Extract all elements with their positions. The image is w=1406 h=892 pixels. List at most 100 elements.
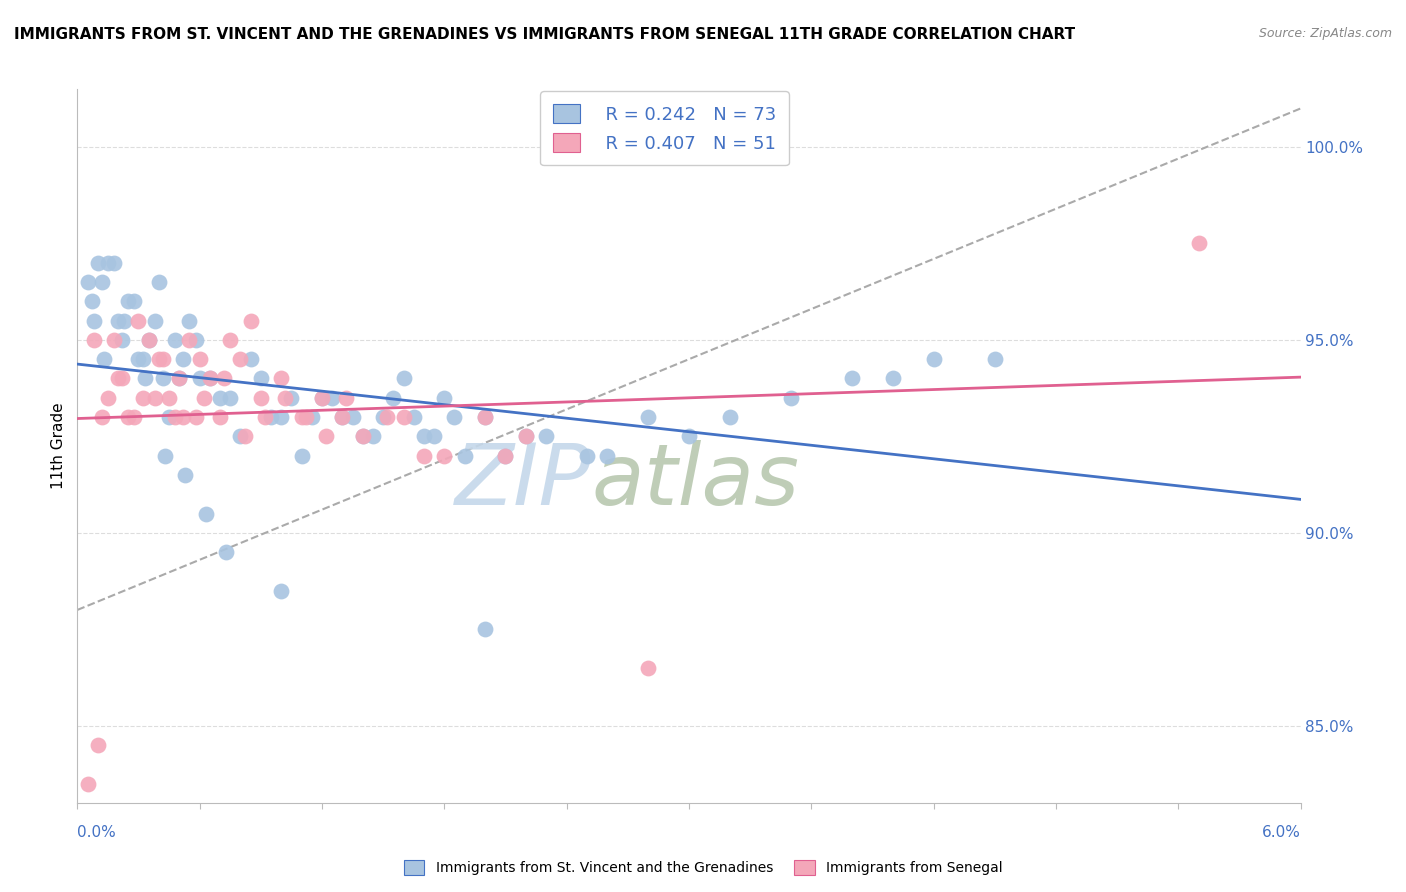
Point bbox=[536, 429, 558, 443]
Point bbox=[311, 391, 333, 405]
Point bbox=[157, 410, 180, 425]
Point bbox=[198, 371, 221, 385]
Point bbox=[433, 391, 456, 405]
Point bbox=[148, 352, 170, 367]
Point bbox=[124, 410, 146, 425]
Point bbox=[371, 410, 394, 425]
Point bbox=[596, 449, 619, 463]
Text: ZIP: ZIP bbox=[454, 440, 591, 524]
Point bbox=[382, 391, 405, 405]
Point bbox=[80, 294, 103, 309]
Point bbox=[678, 429, 700, 443]
Text: 6.0%: 6.0% bbox=[1261, 825, 1301, 840]
Point bbox=[433, 449, 456, 463]
Point bbox=[107, 313, 129, 327]
Point bbox=[90, 275, 112, 289]
Point bbox=[194, 507, 217, 521]
Point bbox=[413, 449, 436, 463]
Point bbox=[179, 313, 201, 327]
Point bbox=[239, 352, 262, 367]
Point bbox=[103, 256, 125, 270]
Point bbox=[229, 352, 252, 367]
Point bbox=[131, 352, 153, 367]
Point bbox=[402, 410, 425, 425]
Text: 0.0%: 0.0% bbox=[77, 825, 117, 840]
Text: atlas: atlas bbox=[591, 440, 799, 524]
Point bbox=[332, 410, 354, 425]
Point bbox=[294, 410, 316, 425]
Point bbox=[474, 410, 496, 425]
Point bbox=[165, 410, 187, 425]
Y-axis label: 11th Grade: 11th Grade bbox=[51, 402, 66, 490]
Point bbox=[215, 545, 238, 559]
Point bbox=[352, 429, 374, 443]
Point bbox=[188, 371, 211, 385]
Point bbox=[87, 256, 110, 270]
Point bbox=[83, 313, 105, 327]
Point bbox=[392, 410, 415, 425]
Point bbox=[208, 410, 231, 425]
Point bbox=[233, 429, 256, 443]
Point bbox=[169, 371, 191, 385]
Point bbox=[128, 313, 150, 327]
Point bbox=[413, 429, 436, 443]
Point bbox=[138, 333, 160, 347]
Point bbox=[274, 391, 297, 405]
Point bbox=[780, 391, 803, 405]
Point bbox=[253, 410, 276, 425]
Point bbox=[97, 391, 120, 405]
Point bbox=[219, 391, 242, 405]
Point bbox=[165, 333, 187, 347]
Point bbox=[76, 776, 98, 790]
Point bbox=[143, 313, 166, 327]
Point bbox=[576, 449, 599, 463]
Point bbox=[392, 371, 415, 385]
Point bbox=[219, 333, 242, 347]
Point bbox=[128, 352, 150, 367]
Point bbox=[515, 429, 537, 443]
Point bbox=[352, 429, 374, 443]
Point bbox=[1187, 236, 1209, 251]
Legend:   R = 0.242   N = 73,   R = 0.407   N = 51: R = 0.242 N = 73, R = 0.407 N = 51 bbox=[540, 91, 789, 165]
Point bbox=[193, 391, 215, 405]
Point bbox=[250, 371, 273, 385]
Point bbox=[87, 738, 110, 752]
Point bbox=[152, 352, 174, 367]
Point bbox=[315, 429, 337, 443]
Point bbox=[90, 410, 112, 425]
Point bbox=[208, 391, 231, 405]
Point bbox=[179, 333, 201, 347]
Point bbox=[184, 410, 207, 425]
Point bbox=[311, 391, 333, 405]
Point bbox=[882, 371, 904, 385]
Point bbox=[184, 333, 207, 347]
Point bbox=[103, 333, 125, 347]
Point bbox=[841, 371, 863, 385]
Point bbox=[112, 313, 135, 327]
Point bbox=[474, 410, 496, 425]
Point bbox=[131, 391, 153, 405]
Text: Source: ZipAtlas.com: Source: ZipAtlas.com bbox=[1258, 27, 1392, 40]
Point bbox=[332, 410, 354, 425]
Point bbox=[495, 449, 517, 463]
Point bbox=[342, 410, 364, 425]
Point bbox=[148, 275, 170, 289]
Point bbox=[107, 371, 129, 385]
Point bbox=[260, 410, 283, 425]
Point bbox=[111, 371, 134, 385]
Point bbox=[443, 410, 465, 425]
Point bbox=[423, 429, 446, 443]
Point bbox=[134, 371, 156, 385]
Point bbox=[198, 371, 221, 385]
Point bbox=[361, 429, 384, 443]
Point bbox=[97, 256, 120, 270]
Point bbox=[454, 449, 477, 463]
Point bbox=[83, 333, 105, 347]
Point bbox=[138, 333, 160, 347]
Point bbox=[152, 371, 174, 385]
Point bbox=[76, 275, 98, 289]
Point bbox=[637, 661, 659, 675]
Point bbox=[169, 371, 191, 385]
Point bbox=[239, 313, 262, 327]
Point bbox=[301, 410, 323, 425]
